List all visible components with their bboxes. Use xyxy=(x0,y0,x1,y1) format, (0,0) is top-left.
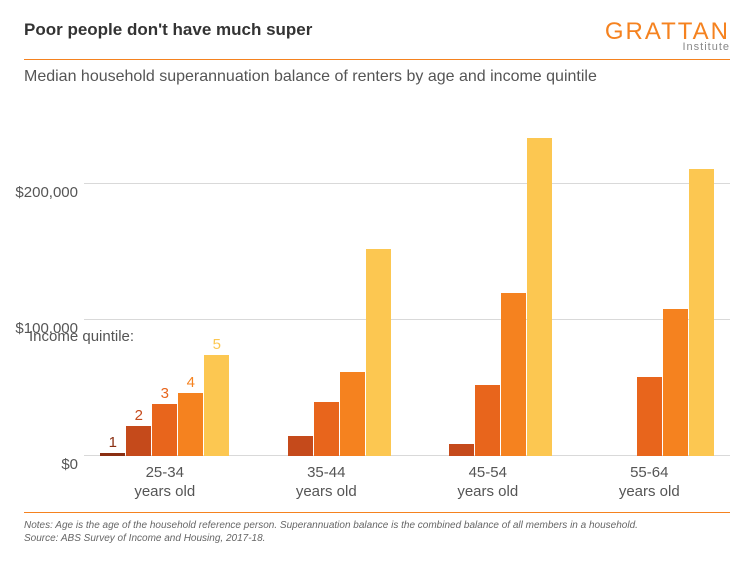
brand-logo: GRATTAN Institute xyxy=(605,20,730,53)
x-axis-label: 35-44years old xyxy=(246,464,408,502)
x-axis-label: 25-34years old xyxy=(84,464,246,502)
quintile-number-label: 4 xyxy=(178,374,203,391)
bar-group: 55-64years old xyxy=(569,169,731,456)
x-label-line1: 55-64 xyxy=(569,464,731,483)
footer-rule xyxy=(24,512,730,513)
bar xyxy=(314,402,339,456)
bar xyxy=(366,249,391,456)
chart-plot-area: $0$100,000$200,0001234525-34years old35-… xyxy=(84,116,730,456)
chart-subtitle: Median household superannuation balance … xyxy=(24,68,730,86)
x-label-line1: 45-54 xyxy=(407,464,569,483)
bar xyxy=(637,377,662,456)
x-label-line1: 25-34 xyxy=(84,464,246,483)
bar xyxy=(178,393,203,456)
x-axis-label: 45-54years old xyxy=(407,464,569,502)
chart-title: Poor people don't have much super xyxy=(24,20,312,40)
bar xyxy=(288,436,313,456)
bar-group: 1234525-34years old xyxy=(84,355,246,456)
bar xyxy=(689,169,714,456)
footer-notes: Notes: Age is the age of the household r… xyxy=(24,519,730,545)
x-label-line1: 35-44 xyxy=(246,464,408,483)
quintile-number-label: 2 xyxy=(126,407,151,424)
header-rule xyxy=(24,59,730,60)
x-label-line2: years old xyxy=(84,483,246,502)
bar-group: 35-44years old xyxy=(246,249,408,456)
quintile-number-label: 5 xyxy=(204,336,229,353)
x-label-line2: years old xyxy=(407,483,569,502)
source-text: Source: ABS Survey of Income and Housing… xyxy=(24,532,730,545)
bar xyxy=(340,372,365,456)
notes-text: Notes: Age is the age of the household r… xyxy=(24,519,730,532)
bar xyxy=(501,293,526,456)
bar xyxy=(100,453,125,456)
x-axis-label: 55-64years old xyxy=(569,464,731,502)
quintile-number-label: 3 xyxy=(152,385,177,402)
x-label-line2: years old xyxy=(246,483,408,502)
legend-text: Income quintile: xyxy=(29,328,134,345)
bar xyxy=(475,385,500,456)
bar xyxy=(204,355,229,456)
bar xyxy=(527,138,552,456)
bar xyxy=(126,426,151,456)
quintile-number-label: 1 xyxy=(100,434,125,451)
bar xyxy=(152,404,177,456)
bar xyxy=(449,444,474,456)
x-label-line2: years old xyxy=(569,483,731,502)
bar xyxy=(663,309,688,456)
bar-group: 45-54years old xyxy=(407,138,569,456)
